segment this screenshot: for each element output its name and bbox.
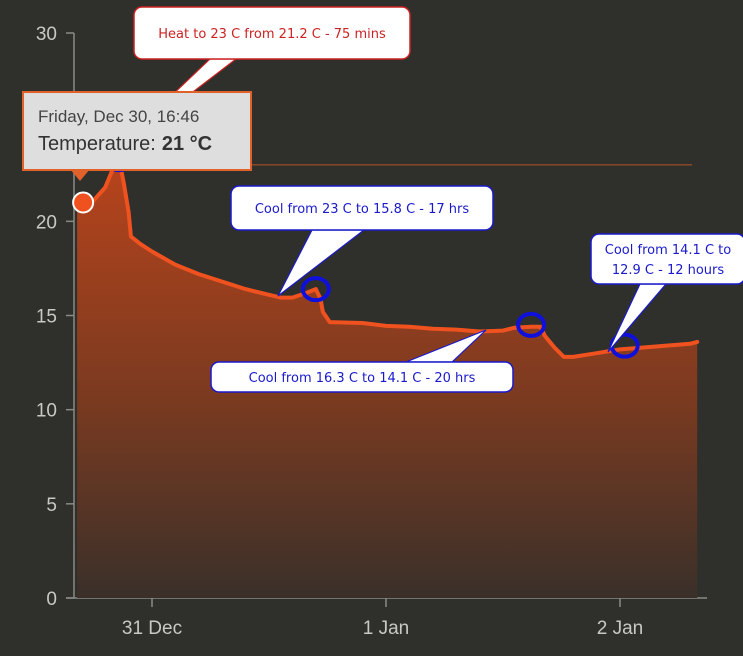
- hover-point: [72, 191, 95, 214]
- tooltip-row: Temperature: 21 °C: [38, 133, 250, 156]
- annotation-marker: [516, 311, 547, 338]
- annotation-callout: Heat to 23 C from 21.2 C - 75 mins: [103, 6, 411, 173]
- annotation-text: 12.9 C - 12 hours: [612, 263, 725, 278]
- y-tick-label: 5: [46, 495, 57, 516]
- x-tick-label: 31 Dec: [122, 618, 182, 639]
- hover-tooltip: Friday, Dec 30, 16:46 Temperature: 21 °C: [22, 91, 252, 181]
- series-line: [75, 157, 700, 359]
- x-tick-label: 2 Jan: [597, 618, 643, 639]
- annotation-callout: Cool from 23 C to 15.8 C - 17 hrs: [230, 185, 494, 303]
- annotation-box: [210, 361, 514, 393]
- tooltip-label: Temperature:: [38, 133, 156, 155]
- annotation-callout: Cool from 14.1 C to 12.9 C - 12 hours: [590, 233, 743, 359]
- annotation-pointer: [277, 229, 366, 297]
- y-tick-label: 0: [46, 589, 57, 610]
- y-tick-label: 10: [36, 401, 57, 422]
- y-tick-label: 15: [36, 307, 57, 328]
- annotation-box: [230, 185, 494, 231]
- tooltip-value: 21 °C: [161, 133, 213, 155]
- y-tick-label: 30: [36, 24, 57, 45]
- tooltip-pointer: [70, 169, 90, 181]
- annotation-text: Cool from 14.1 C to: [605, 243, 731, 258]
- y-tick-label: 20: [36, 212, 57, 233]
- annotation-text: Cool from 16.3 C to 14.1 C - 20 hrs: [249, 371, 476, 386]
- x-tick-label: 1 Jan: [363, 618, 409, 639]
- annotation-marker: [300, 276, 331, 303]
- annotation-box: [590, 233, 743, 285]
- tooltip-date: Friday, Dec 30, 16:46: [38, 107, 200, 126]
- annotation-box: [133, 6, 411, 60]
- annotation-text: Cool from 23 C to 15.8 C - 17 hrs: [255, 202, 470, 217]
- annotation-callout: Cool from 16.3 C to 14.1 C - 20 hrs: [210, 311, 547, 393]
- annotation-text: Heat to 23 C from 21.2 C - 75 mins: [158, 27, 386, 42]
